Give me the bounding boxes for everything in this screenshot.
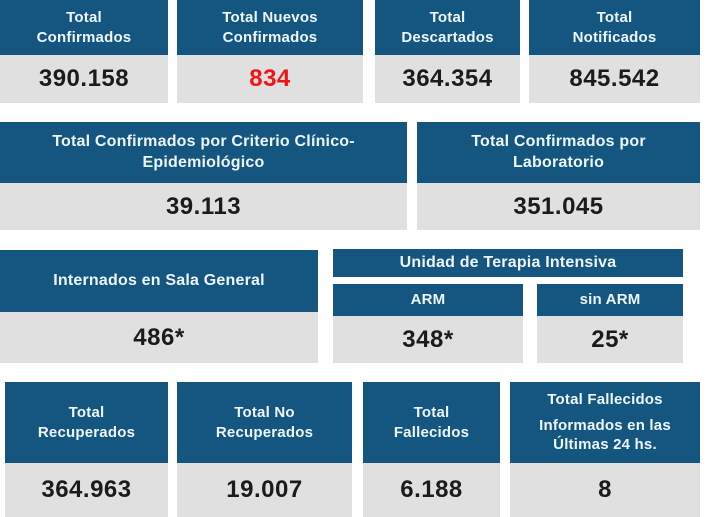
card-total-fallecidos-header: Total Fallecidos <box>363 382 500 463</box>
card-total-nuevos-confirmados-header: Total Nuevos Confirmados <box>177 0 363 55</box>
uti-sin-arm-label: sin ARM <box>579 291 641 309</box>
card-total-notificados: Total Notificados 845.542 <box>529 0 700 103</box>
card-fallecidos-ultimas-24hs-label-line2: Informados en las Últimas 24 hs. <box>539 416 671 454</box>
uti-sin-arm-subcard: sin ARM 25* <box>537 284 683 363</box>
card-total-confirmados: Total Confirmados 390.158 <box>0 0 168 103</box>
card-confirmados-laboratorio: Total Confirmados por Laboratorio 351.04… <box>417 122 700 230</box>
card-total-fallecidos: Total Fallecidos 6.188 <box>363 382 500 517</box>
card-total-confirmados-value: 390.158 <box>0 55 168 103</box>
card-total-descartados-label: Total Descartados <box>401 9 494 46</box>
card-confirmados-laboratorio-header: Total Confirmados por Laboratorio <box>417 122 700 183</box>
card-total-descartados-value: 364.354 <box>375 55 520 103</box>
card-total-notificados-value: 845.542 <box>529 55 700 103</box>
card-total-notificados-label: Total Notificados <box>572 9 657 46</box>
card-total-descartados-header: Total Descartados <box>375 0 520 55</box>
card-total-confirmados-label: Total Confirmados <box>36 9 132 46</box>
uti-arm-label: ARM <box>410 291 446 309</box>
card-total-recuperados: Total Recuperados 364.963 <box>5 382 168 517</box>
card-internados-sala-general-value: 486* <box>0 312 318 363</box>
card-total-fallecidos-label: Total Fallecidos <box>393 404 470 441</box>
uti-arm-header: ARM <box>333 284 523 316</box>
card-total-no-recuperados: Total No Recuperados 19.007 <box>177 382 352 517</box>
card-total-nuevos-confirmados-value: 834 <box>177 55 363 103</box>
uti-sin-arm-header: sin ARM <box>537 284 683 316</box>
uti-arm-subcard: ARM 348* <box>333 284 523 363</box>
card-total-nuevos-confirmados-label: Total Nuevos Confirmados <box>222 9 318 46</box>
card-fallecidos-ultimas-24hs-label-line1: Total Fallecidos <box>547 391 663 409</box>
card-fallecidos-ultimas-24hs-value: 8 <box>510 463 700 517</box>
card-fallecidos-ultimas-24hs: Total Fallecidos Informados en las Últim… <box>510 382 700 517</box>
card-total-fallecidos-value: 6.188 <box>363 463 500 517</box>
card-confirmados-laboratorio-value: 351.045 <box>417 183 700 230</box>
card-total-no-recuperados-value: 19.007 <box>177 463 352 517</box>
card-total-nuevos-confirmados: Total Nuevos Confirmados 834 <box>177 0 363 103</box>
uti-arm-value: 348* <box>333 316 523 363</box>
card-internados-sala-general: Internados en Sala General 486* <box>0 250 318 363</box>
card-confirmados-laboratorio-label: Total Confirmados por Laboratorio <box>471 132 646 171</box>
card-unidad-terapia-intensiva-header: Unidad de Terapia Intensiva <box>333 249 683 277</box>
card-total-recuperados-header: Total Recuperados <box>5 382 168 463</box>
card-confirmados-criterio-clinico-value: 39.113 <box>0 183 407 230</box>
card-total-no-recuperados-header: Total No Recuperados <box>177 382 352 463</box>
card-total-recuperados-value: 364.963 <box>5 463 168 517</box>
card-unidad-terapia-intensiva: Unidad de Terapia Intensiva ARM 348* sin… <box>333 249 683 363</box>
card-internados-sala-general-label: Internados en Sala General <box>53 271 265 289</box>
card-fallecidos-ultimas-24hs-header: Total Fallecidos Informados en las Últim… <box>510 382 700 463</box>
card-confirmados-criterio-clinico: Total Confirmados por Criterio Clínico-E… <box>0 122 407 230</box>
card-total-confirmados-header: Total Confirmados <box>0 0 168 55</box>
card-internados-sala-general-header: Internados en Sala General <box>0 250 318 312</box>
card-confirmados-criterio-clinico-label: Total Confirmados por Criterio Clínico-E… <box>52 132 355 171</box>
card-confirmados-criterio-clinico-header: Total Confirmados por Criterio Clínico-E… <box>0 122 407 183</box>
card-total-descartados: Total Descartados 364.354 <box>375 0 520 103</box>
card-unidad-terapia-intensiva-label: Unidad de Terapia Intensiva <box>399 253 617 271</box>
card-total-no-recuperados-label: Total No Recuperados <box>215 404 314 441</box>
uti-sin-arm-value: 25* <box>537 316 683 363</box>
card-total-recuperados-label: Total Recuperados <box>37 404 136 441</box>
card-total-notificados-header: Total Notificados <box>529 0 700 55</box>
